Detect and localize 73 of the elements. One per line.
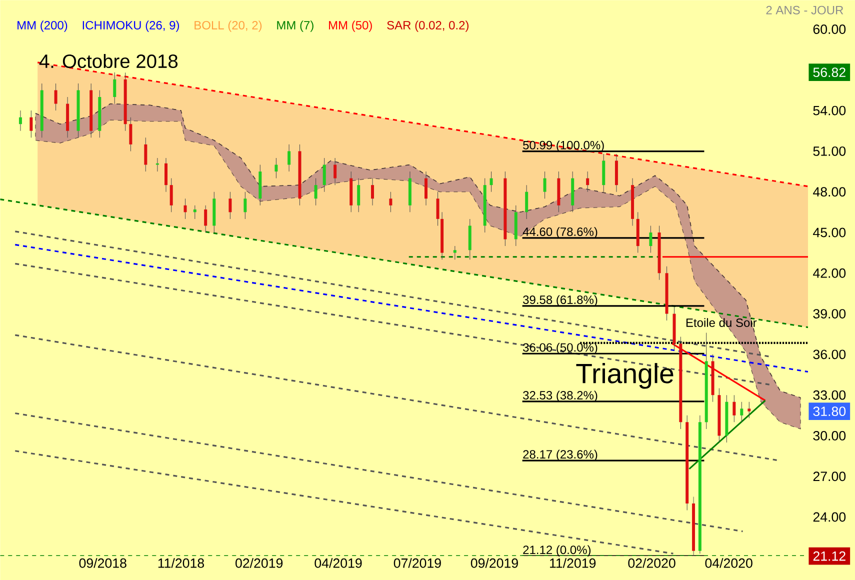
candlestick [490,171,493,192]
y-tick-label: 45.00 [813,228,846,238]
candlestick [184,198,187,220]
annotation: SAR (0.02, 0.2) [387,20,469,32]
x-tick-label: 04/2019 [314,558,362,568]
annotation: BOLL (20, 2) [194,20,262,32]
candlestick [54,83,58,111]
candlestick [30,110,33,138]
y-tick-label: 54.00 [813,106,846,116]
candlestick [453,246,456,260]
candlestick [144,137,148,172]
x-tick-label: 07/2019 [394,558,441,568]
x-tick-label: 11/2018 [158,558,204,568]
annotation: Triangle [576,363,674,389]
annotation: 28.17 (23.6%) [523,450,598,461]
candlestick [389,192,392,212]
candlestick [164,158,168,192]
candlestick [732,394,736,422]
candlestick [170,178,173,212]
annotation: 50.99 (100.0%) [523,140,604,152]
candlestick [288,144,291,172]
x-tick-label: 11/2019 [550,558,596,568]
candlestick [740,402,744,422]
candlestick [18,110,22,132]
annotation: 36.06 (50.0%) [523,342,598,354]
y-tick-label: 31.80 [813,406,846,416]
chart-subtitle: 2 ANS - JOUR [766,6,844,14]
annotation: 39.58 (61.8%) [523,295,598,306]
y-tick-label: 27.00 [813,472,846,482]
candlestick [334,158,337,186]
y-tick-label: 36.00 [813,350,846,360]
y-tick-label: 24.00 [813,512,846,522]
annotation: MM (50) [329,20,372,32]
y-tick-label: 42.00 [813,268,846,278]
candlestick [113,72,116,104]
candlestick [436,192,440,226]
annotation: MM (7) [277,20,314,32]
candlestick [424,171,428,206]
candlestick [129,117,132,152]
candlestick [525,184,528,220]
candlestick [274,158,278,179]
y-tick-label: 56.82 [813,68,846,78]
annotation: 21.12 (0.0%) [523,545,591,556]
candlestick [649,225,652,254]
candlestick [586,171,590,192]
annotation: 4. Octobre 2018 [39,54,178,68]
annotation: 32.53 (38.2%) [523,390,598,402]
y-tick-label: 33.00 [813,390,846,400]
annotation: 44.60 (78.6%) [522,227,598,238]
x-tick-label: 02/2019 [236,558,283,568]
candlestick [371,178,374,206]
annotation: ICHIMOKU (26, 9) [82,20,180,32]
annotation: MM (200) [18,20,68,32]
candlestick [193,205,196,220]
x-tick-label: 04/2020 [705,558,752,568]
y-tick-label: 30.00 [813,430,846,440]
candlestick [204,205,208,233]
candlestick [322,158,326,192]
annotation: Etoile du Soir [686,318,757,327]
x-tick-label: 09/2018 [79,558,126,568]
y-tick-label: 51.00 [813,146,846,156]
y-tick-label: 21.12 [813,551,846,561]
x-tick-label: 09/2019 [470,558,518,568]
candlestick [314,178,318,206]
candlestick [228,192,232,220]
y-tick-label: 39.00 [813,309,846,318]
candlestick [543,171,546,199]
x-tick-label: 02/2020 [628,558,676,568]
candlestick [244,192,247,220]
y-tick-label: 60.00 [813,24,846,34]
candlestick [748,402,751,418]
y-tick-label: 48.00 [813,187,846,197]
candlestick [357,178,360,212]
